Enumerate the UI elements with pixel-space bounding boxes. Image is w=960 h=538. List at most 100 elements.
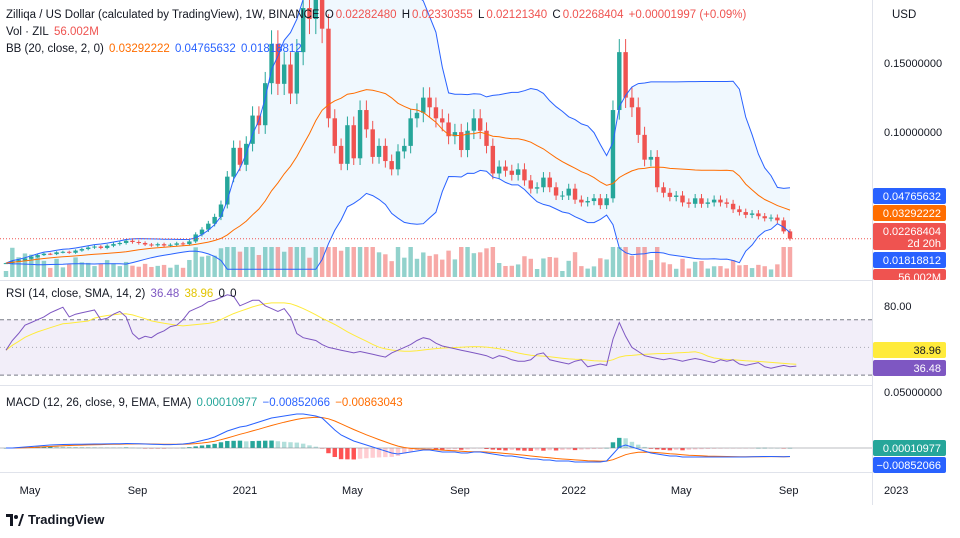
candle-body xyxy=(180,243,186,245)
candle-body xyxy=(67,251,72,253)
volume-bar xyxy=(591,266,597,277)
volume-bar xyxy=(174,264,179,277)
volume-bar xyxy=(547,257,552,277)
macd-histogram-bar xyxy=(231,440,236,448)
symbol-legend[interactable]: Zilliqa / US Dollar (calculated by Tradi… xyxy=(6,8,748,23)
candle-body xyxy=(338,145,344,164)
volume-bar xyxy=(92,266,97,277)
macd-histogram-bar xyxy=(402,448,407,454)
ohlc-close-value: 0.02268404 xyxy=(562,9,624,21)
volume-bar xyxy=(471,253,477,277)
candle-body xyxy=(117,242,123,245)
candle-body xyxy=(85,247,91,250)
candle-body xyxy=(22,258,28,261)
price-badge-text: 0.02268404 xyxy=(883,226,941,238)
volume-bar xyxy=(503,266,508,277)
macd-histogram-bar xyxy=(553,448,559,451)
macd-legend[interactable]: MACD (12, 26, close, 9, EMA, EMA) 0.0001… xyxy=(6,396,405,411)
volume-bar xyxy=(288,247,293,277)
macd-histogram-bar xyxy=(661,448,666,450)
rsi-legend[interactable]: RSI (14, close, SMA, 14, 2) 36.48 38.96 … xyxy=(6,287,239,302)
bb-lower-badge-text: 0.01818812 xyxy=(883,255,941,267)
bb-upper-badge-text: 0.04765632 xyxy=(883,191,941,203)
volume-bar xyxy=(598,258,603,277)
candle-body xyxy=(383,145,388,162)
price-axis-tick: 0.15000000 xyxy=(884,58,942,70)
symbol-title[interactable]: Zilliqa / US Dollar (calculated by Tradi… xyxy=(6,9,320,21)
candle-body xyxy=(503,166,508,171)
volume-bar xyxy=(421,252,426,277)
volume-bar xyxy=(212,255,217,277)
price-pane[interactable] xyxy=(0,0,872,277)
volume-bar xyxy=(168,267,173,277)
candle-body xyxy=(547,177,552,188)
candle-body xyxy=(269,43,274,84)
candle-body xyxy=(104,245,110,248)
volume-bar xyxy=(313,247,319,277)
macd-histogram-bar xyxy=(250,441,255,448)
candle-body xyxy=(749,213,755,215)
macd-histogram-bar xyxy=(522,448,527,451)
candle-body xyxy=(92,246,97,248)
macd-histogram-bar xyxy=(244,441,249,448)
volume-bar xyxy=(484,248,489,277)
candle-body xyxy=(541,177,546,188)
time-axis-tick: Sep xyxy=(450,485,470,497)
volume-bar xyxy=(294,247,300,277)
volume-bar xyxy=(692,261,698,277)
macd-histogram-bar xyxy=(515,448,521,451)
candle-body xyxy=(655,156,660,188)
volume-bar xyxy=(351,247,356,277)
volume-legend[interactable]: Vol · ZIL 56.002M xyxy=(6,25,101,40)
rsi-pane[interactable] xyxy=(0,294,872,376)
volume-bar xyxy=(509,265,515,277)
macd-histogram-bar xyxy=(547,448,552,451)
macd-label: MACD (12, 26, close, 9, EMA, EMA) xyxy=(6,397,192,409)
macd-histogram-bar xyxy=(433,448,439,450)
candle-body xyxy=(402,145,407,152)
volume-bar xyxy=(402,257,407,277)
macd-histogram-bar xyxy=(617,437,622,448)
macd-histogram-bar xyxy=(534,448,540,451)
macd-badge-text: −0.00852066 xyxy=(876,460,941,472)
candle-body xyxy=(648,156,654,160)
volume-bar xyxy=(572,252,578,277)
volume-bar xyxy=(149,266,154,277)
candle-body xyxy=(326,28,331,119)
volume-bar xyxy=(155,265,160,277)
volume-bar xyxy=(370,247,375,277)
macd-histogram-bar xyxy=(67,446,72,448)
bb-basis-badge-text: 0.03292222 xyxy=(883,208,941,220)
macd-signal-value: −0.00863043 xyxy=(335,397,403,409)
macd-histogram-bar xyxy=(288,442,293,448)
macd-histogram-bar xyxy=(566,448,571,450)
candle-body xyxy=(345,125,350,164)
tradingview-logo[interactable]: TradingView xyxy=(6,512,104,527)
candle-body xyxy=(768,217,774,219)
tradingview-logo-text: TradingView xyxy=(28,512,105,527)
candle-body xyxy=(496,166,502,174)
candle-body xyxy=(389,161,394,170)
volume-bar xyxy=(300,247,306,277)
candle-body xyxy=(313,0,319,20)
volume-bar xyxy=(187,259,192,277)
candle-body xyxy=(174,243,179,245)
volume-bar xyxy=(22,253,28,277)
candle-body xyxy=(395,151,401,170)
volume-bar xyxy=(218,248,224,277)
candle-body xyxy=(686,202,692,204)
volume-bar xyxy=(560,271,565,277)
candle-body xyxy=(730,203,736,210)
macd-histogram-bar xyxy=(446,448,451,450)
volume-bar xyxy=(636,247,641,277)
macd-histogram-bar xyxy=(313,446,319,448)
macd-histogram-bar xyxy=(332,448,337,457)
macd-pane[interactable] xyxy=(0,413,872,463)
candle-body xyxy=(705,202,711,204)
volume-bar xyxy=(16,257,21,277)
bb-legend[interactable]: BB (20, close, 2, 0) 0.03292222 0.047656… xyxy=(6,42,304,57)
volume-bar xyxy=(389,261,394,277)
macd-histogram-bar xyxy=(579,448,584,450)
macd-histogram-bar xyxy=(307,445,312,448)
